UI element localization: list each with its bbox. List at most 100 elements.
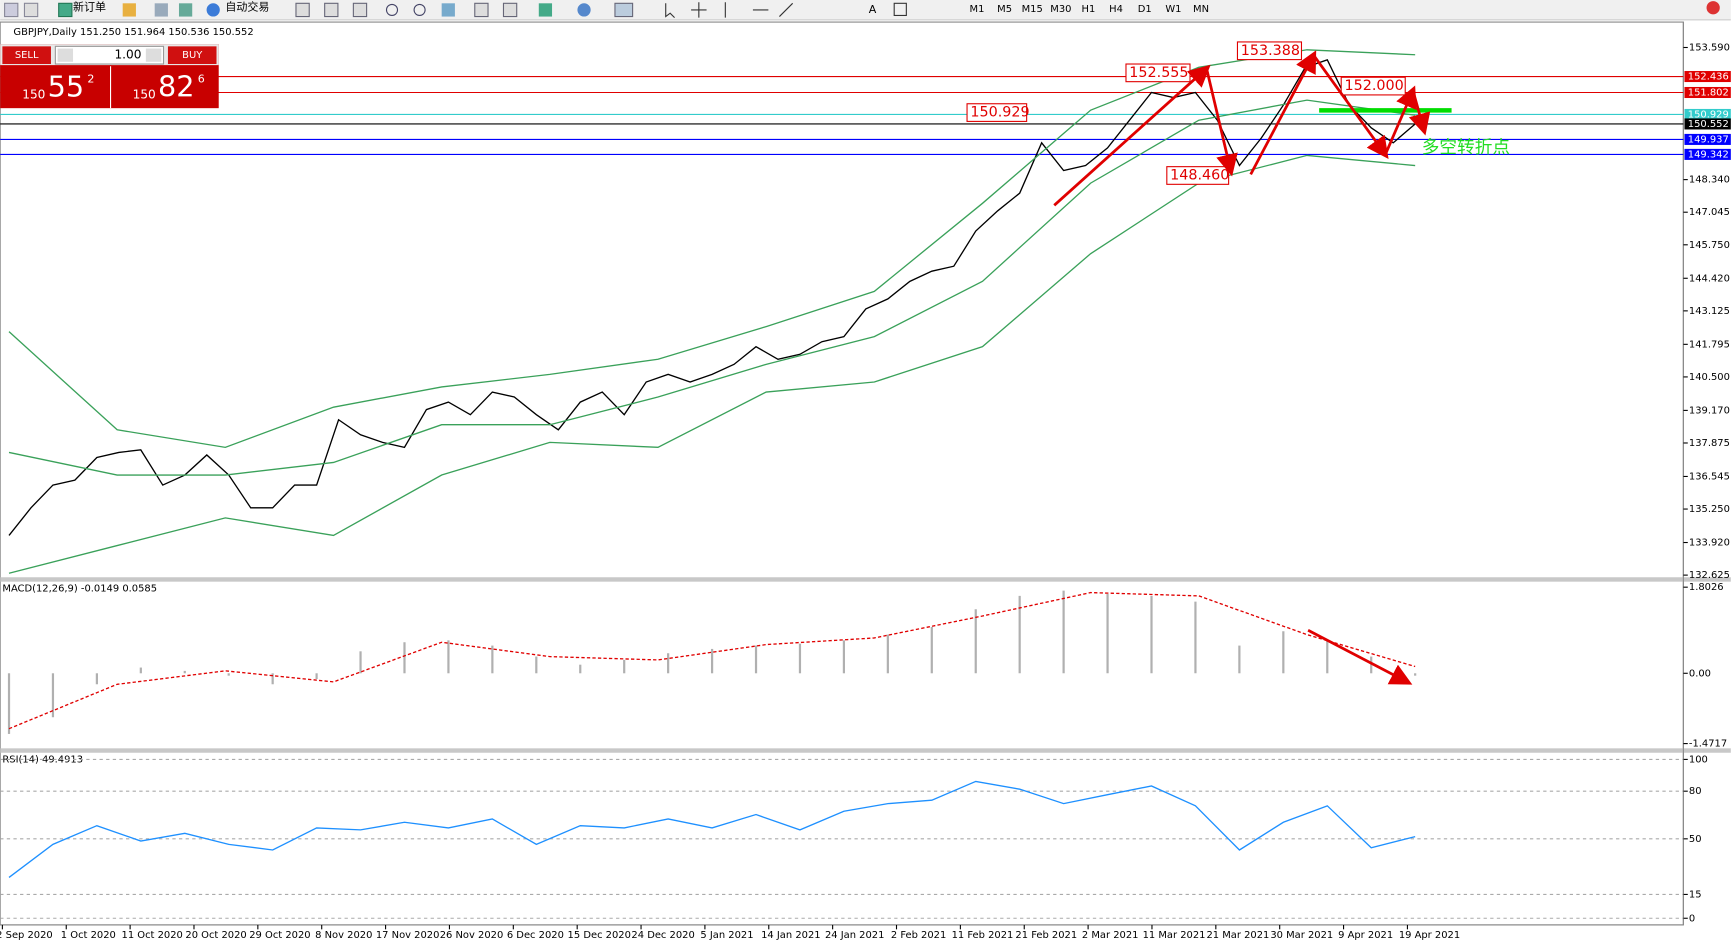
timeframe-button[interactable]: H1 — [1082, 4, 1096, 15]
timeframe-button[interactable]: M15 — [1022, 4, 1043, 15]
icon[interactable] — [413, 3, 426, 17]
lot-value[interactable]: 1.00 — [114, 48, 141, 62]
x-tick-label: 11 Oct 2020 — [122, 930, 183, 941]
auto-trading[interactable]: 自动交易 — [225, 0, 269, 14]
icon[interactable] — [324, 2, 339, 18]
x-tick-label: 15 Dec 2020 — [568, 930, 631, 941]
x-tick-label: 1 Oct 2020 — [61, 930, 116, 941]
icon[interactable] — [23, 2, 39, 18]
icon[interactable] — [724, 2, 794, 18]
arrow — [1205, 68, 1238, 177]
annotation: 多空转折点 — [1422, 137, 1510, 158]
timeframe-button[interactable]: H4 — [1109, 4, 1123, 15]
lot-down[interactable] — [57, 48, 74, 62]
y-tick-label: 133.920 — [1689, 538, 1730, 549]
sell-label[interactable]: SELL — [15, 50, 39, 61]
x-tick-label: 6 Dec 2020 — [507, 930, 564, 941]
y-tick-label: 136.545 — [1689, 471, 1730, 482]
series-line — [8, 591, 1416, 730]
x-tick-label: 20 Oct 2020 — [185, 930, 246, 941]
icon[interactable]: A — [869, 3, 877, 16]
x-tick-label: 11 Feb 2021 — [952, 930, 1014, 941]
annotation: 150.929 — [970, 105, 1029, 121]
icon[interactable] — [385, 3, 399, 17]
icon[interactable] — [154, 3, 168, 17]
buy-point[interactable]: 6 — [198, 72, 205, 85]
x-tick-label: 19 Apr 2021 — [1399, 930, 1460, 941]
y-tick-label: 1.8026 — [1689, 582, 1724, 593]
y-tick-label: 0 — [1689, 913, 1695, 924]
annotation-box — [966, 103, 1028, 122]
timeframe-button[interactable]: W1 — [1165, 4, 1181, 15]
y-tick-label: 147.045 — [1689, 207, 1730, 218]
series-line — [8, 99, 1416, 476]
x-tick-label: 14 Jan 2021 — [761, 930, 820, 941]
timeframe-button[interactable]: M5 — [997, 4, 1012, 15]
icon[interactable] — [58, 2, 73, 18]
sell-point[interactable]: 2 — [87, 72, 94, 85]
buy-big[interactable]: 150 — [133, 87, 156, 101]
annotation: 153.388 — [1241, 43, 1300, 59]
new-order[interactable]: 新订单 — [73, 0, 106, 14]
timeframe-button[interactable]: M1 — [970, 4, 985, 15]
timeframe-button[interactable]: D1 — [1138, 4, 1152, 15]
y-tick-label: 141.795 — [1689, 339, 1730, 350]
series-line — [8, 780, 1416, 878]
price-level-label: 149.937 — [1688, 134, 1729, 145]
x-tick-label: 24 Dec 2020 — [631, 930, 694, 941]
lot-field[interactable] — [54, 45, 165, 65]
icon[interactable] — [665, 3, 675, 19]
y-tick-label: 148.340 — [1689, 175, 1730, 186]
buy-pips[interactable]: 82 — [158, 69, 195, 103]
y-tick-label: 132.625 — [1689, 570, 1730, 581]
lot-up[interactable] — [145, 48, 162, 62]
price-level-label: 149.342 — [1688, 149, 1729, 160]
x-tick-label: 2 Sep 2020 — [0, 930, 53, 941]
icon[interactable] — [295, 2, 310, 18]
icon[interactable] — [441, 3, 455, 17]
icon[interactable] — [577, 3, 591, 17]
icon[interactable] — [893, 2, 907, 17]
y-tick-label: 145.750 — [1689, 240, 1730, 251]
series-line — [8, 59, 1416, 536]
x-tick-label: 11 Mar 2021 — [1143, 930, 1206, 941]
x-tick-label: 21 Mar 2021 — [1206, 930, 1269, 941]
sell-button[interactable] — [2, 46, 51, 65]
price-level-tag — [1684, 86, 1731, 99]
arrow — [1408, 90, 1431, 136]
timeframes: M1 M5 M15 M30 H1 H4 D1 W1 MN — [970, 4, 1209, 15]
sell-pips[interactable]: 55 — [48, 69, 85, 103]
y-tick-label: 100 — [1689, 754, 1708, 765]
price-level-tag — [1684, 108, 1731, 120]
icon[interactable] — [538, 3, 553, 17]
sell-big[interactable]: 150 — [22, 87, 45, 101]
icon[interactable] — [614, 2, 634, 18]
timeframe-button[interactable]: M30 — [1050, 4, 1071, 15]
timeframe-button[interactable]: MN — [1193, 4, 1209, 15]
arrow — [1307, 629, 1413, 685]
drawings — [1053, 50, 1452, 685]
icon[interactable] — [122, 3, 136, 17]
series-line — [8, 154, 1416, 574]
x-tick-label: 29 Oct 2020 — [249, 930, 310, 941]
icon[interactable] — [4, 2, 19, 18]
buy-label[interactable]: BUY — [182, 50, 203, 61]
alert-badge[interactable] — [1706, 1, 1720, 15]
arrow — [1384, 85, 1417, 156]
icon[interactable] — [206, 3, 220, 17]
y-tick-label: 80 — [1689, 786, 1702, 797]
separator — [0, 748, 1731, 753]
icon[interactable] — [178, 3, 193, 17]
buy-button[interactable] — [167, 46, 217, 65]
icon[interactable] — [474, 2, 489, 18]
arrow — [1249, 50, 1317, 176]
x-tick-label: 9 Apr 2021 — [1338, 930, 1393, 941]
icon[interactable] — [352, 2, 368, 18]
icon[interactable] — [691, 2, 707, 18]
y-tick-label: 50 — [1689, 834, 1702, 845]
arrow — [1312, 54, 1389, 159]
icon[interactable] — [502, 2, 518, 18]
x-tick-label: 26 Nov 2020 — [440, 930, 504, 941]
x-tick-label: 2 Mar 2021 — [1082, 930, 1139, 941]
